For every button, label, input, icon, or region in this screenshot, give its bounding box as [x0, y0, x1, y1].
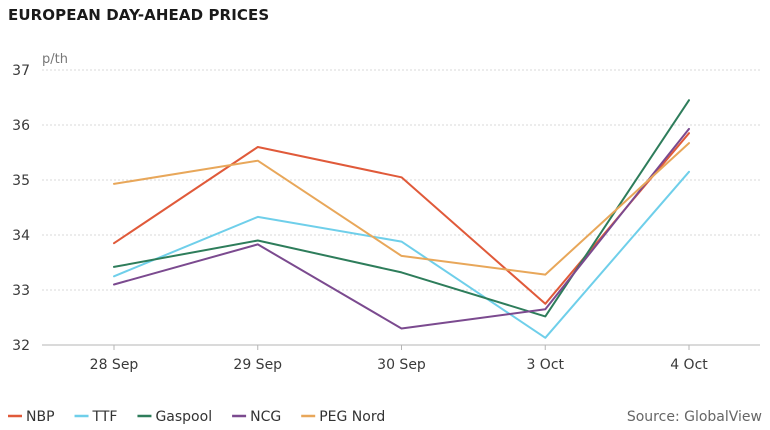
x-tick-label: 29 Sep: [233, 357, 282, 373]
legend-item-peg-nord[interactable]: PEG Nord: [301, 409, 385, 425]
grid: [42, 69, 760, 346]
x-tick-label: 28 Sep: [90, 357, 139, 373]
y-tick-label: 35: [12, 173, 30, 189]
legend-label: TTF: [92, 409, 118, 425]
legend: NBP TTF Gaspool NCG PEG Nord: [8, 409, 385, 425]
source-label: Source: GlobalView: [627, 409, 762, 425]
legend-item-nbp[interactable]: NBP: [8, 409, 55, 425]
chart-title: EUROPEAN DAY-AHEAD PRICES: [8, 6, 270, 24]
legend-label: Gaspool: [155, 409, 212, 425]
series-lines: [113, 99, 690, 339]
x-tick-label: 30 Sep: [377, 357, 426, 373]
legend-item-gaspool[interactable]: Gaspool: [137, 409, 212, 425]
series-line-nbp: [113, 132, 690, 305]
legend-item-ncg[interactable]: NCG: [232, 409, 281, 425]
y-tick-label: 36: [12, 118, 30, 134]
series-line-ncg: [113, 127, 690, 330]
series-line-peg-nord: [113, 142, 690, 276]
x-tick-label: 4 Oct: [670, 357, 708, 373]
y-tick-label: 37: [12, 63, 30, 79]
series-line-ttf: [113, 170, 690, 339]
x-tick-label: 3 Oct: [526, 357, 564, 373]
legend-label: PEG Nord: [319, 409, 385, 425]
y-tick-label: 32: [12, 338, 30, 354]
axes: 32 33 34 35 36 37 28 Sep 29 Sep 30 Sep 3 Oct 4 Oct: [12, 63, 708, 373]
legend-label: NBP: [26, 409, 55, 425]
legend-label: NCG: [250, 409, 281, 425]
y-tick-label: 33: [12, 283, 30, 299]
series-line-gaspool: [113, 99, 690, 318]
legend-item-ttf[interactable]: TTF: [74, 409, 118, 425]
y-tick-label: 34: [12, 228, 30, 244]
y-unit-label: p/th: [42, 52, 68, 67]
